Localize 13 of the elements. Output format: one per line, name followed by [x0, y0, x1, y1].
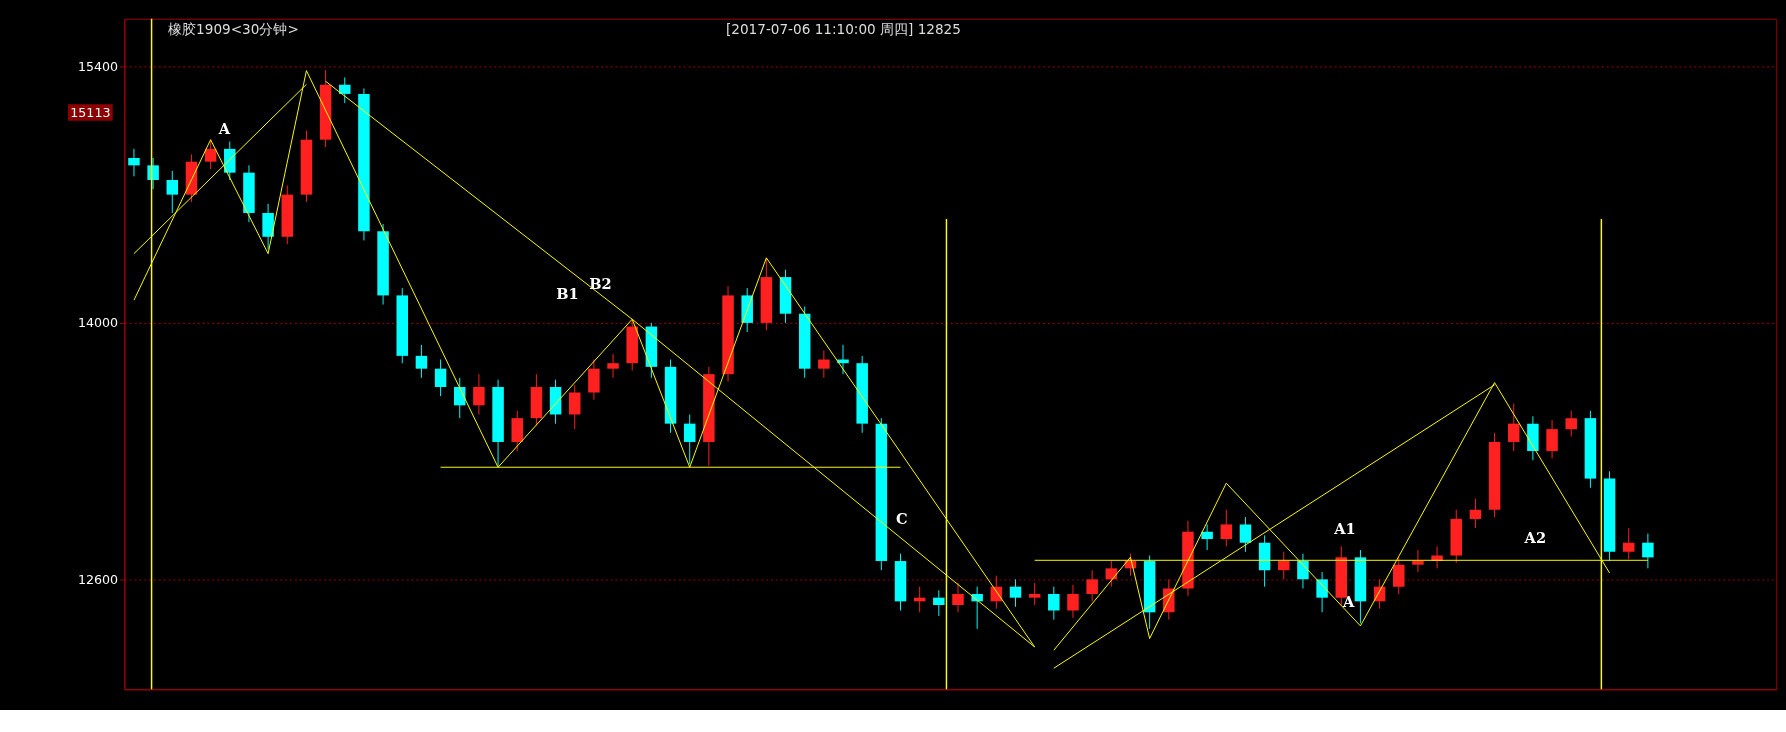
annotation: B2	[589, 274, 612, 292]
annotation: A	[1342, 592, 1356, 610]
text: 15113	[70, 104, 111, 120]
y-tick-label: 14000	[77, 315, 119, 331]
annotation: A1	[1333, 519, 1356, 537]
annotation: B1	[556, 284, 579, 302]
y-tick-label: 12600	[77, 571, 119, 587]
annotation: C	[895, 510, 908, 528]
annotation: A2	[1523, 528, 1547, 546]
chart-subtitle: [2017-07-06 11:10:00 周四] 12825	[726, 21, 961, 38]
y-tick-label: 15400	[77, 58, 119, 74]
chart-title: 橡胶1909<30分钟>	[168, 21, 299, 38]
annotation: A	[217, 120, 231, 138]
